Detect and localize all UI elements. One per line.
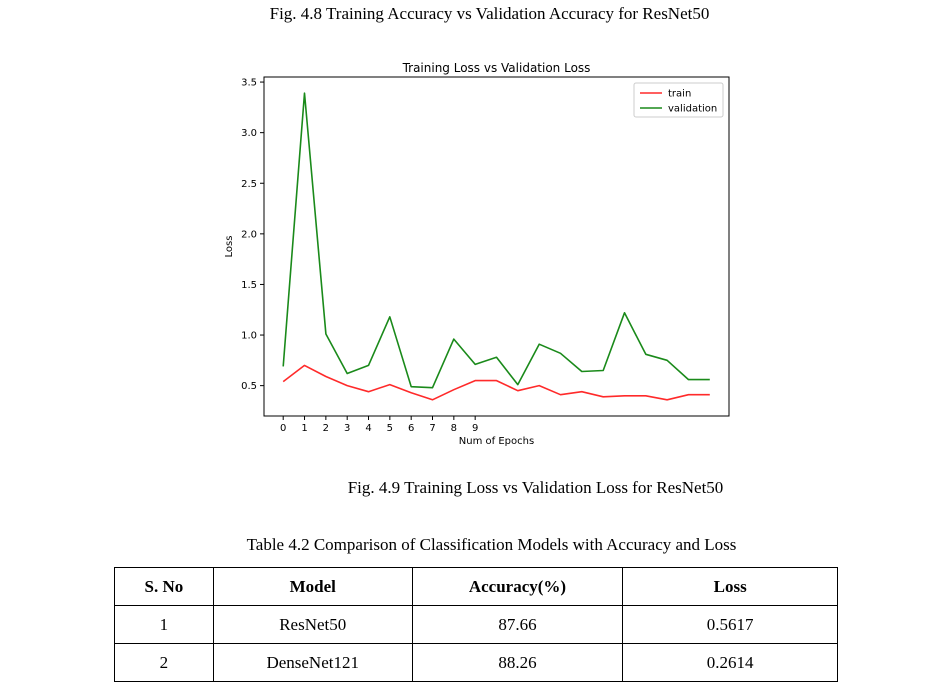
x-axis-label: Num of Epochs bbox=[459, 436, 534, 447]
x-tick-label: 4 bbox=[365, 423, 371, 434]
y-tick-label: 1.5 bbox=[241, 280, 257, 291]
x-tick-label: 1 bbox=[301, 423, 307, 434]
table-row: 1 ResNet50 87.66 0.5617 bbox=[114, 605, 838, 644]
loss-chart: Training Loss vs Validation Loss 0.5 1.0 1.… bbox=[210, 56, 750, 456]
x-tick-label: 8 bbox=[451, 423, 457, 434]
x-tick-label: 9 bbox=[472, 423, 478, 434]
x-tick-label: 7 bbox=[429, 423, 435, 434]
header-model: Model bbox=[212, 567, 413, 606]
cell-model: ResNet50 bbox=[212, 605, 413, 644]
loss-chart-svg: Training Loss vs Validation Loss 0.5 1.0 1.… bbox=[224, 61, 730, 447]
cell-accuracy: 88.26 bbox=[411, 643, 624, 682]
cell-loss: 0.2614 bbox=[622, 643, 838, 682]
chart-title: Training Loss vs Validation Loss bbox=[402, 61, 591, 75]
header-sno: S. No bbox=[114, 567, 214, 606]
table-row: 2 DenseNet121 88.26 0.2614 bbox=[114, 643, 838, 682]
cell-loss: 0.5617 bbox=[622, 605, 838, 644]
legend-label-train: train bbox=[668, 89, 691, 100]
x-tick-label: 3 bbox=[344, 423, 350, 434]
series-line-validation bbox=[282, 92, 710, 389]
y-tick-label: 3.0 bbox=[241, 128, 257, 139]
plot-frame bbox=[263, 76, 730, 417]
x-tick-label: 0 bbox=[280, 423, 286, 434]
series-line-train bbox=[282, 364, 710, 401]
cell-sno: 1 bbox=[114, 605, 214, 644]
y-tick-label: 2.0 bbox=[241, 229, 257, 240]
y-tick-label: 2.5 bbox=[241, 179, 257, 190]
table-header-row: S. No Model Accuracy(%) Loss bbox=[114, 567, 838, 606]
header-accuracy: Accuracy(%) bbox=[411, 567, 624, 606]
header-loss: Loss bbox=[622, 567, 838, 606]
y-tick-label: 3.5 bbox=[241, 78, 257, 89]
cell-accuracy: 87.66 bbox=[411, 605, 624, 644]
y-axis-label: Loss bbox=[224, 236, 235, 258]
y-tick-label: 0.5 bbox=[241, 381, 257, 392]
x-tick-label: 2 bbox=[323, 423, 329, 434]
cell-model: DenseNet121 bbox=[212, 643, 413, 682]
x-tick-label: 6 bbox=[408, 423, 414, 434]
legend-label-validation: validation bbox=[668, 104, 717, 115]
comparison-table: S. No Model Accuracy(%) Loss 1 ResNet50 … bbox=[114, 567, 838, 682]
table-caption: Table 4.2 Comparison of Classification M… bbox=[246, 535, 737, 554]
cell-sno: 2 bbox=[114, 643, 214, 682]
figure-caption: Fig. 4.9 Training Loss vs Validation Los… bbox=[347, 478, 724, 497]
x-tick-label: 5 bbox=[387, 423, 393, 434]
figure-caption-top: Fig. 4.8 Training Accuracy vs Validation… bbox=[269, 4, 710, 23]
y-tick-label: 1.0 bbox=[241, 331, 257, 342]
